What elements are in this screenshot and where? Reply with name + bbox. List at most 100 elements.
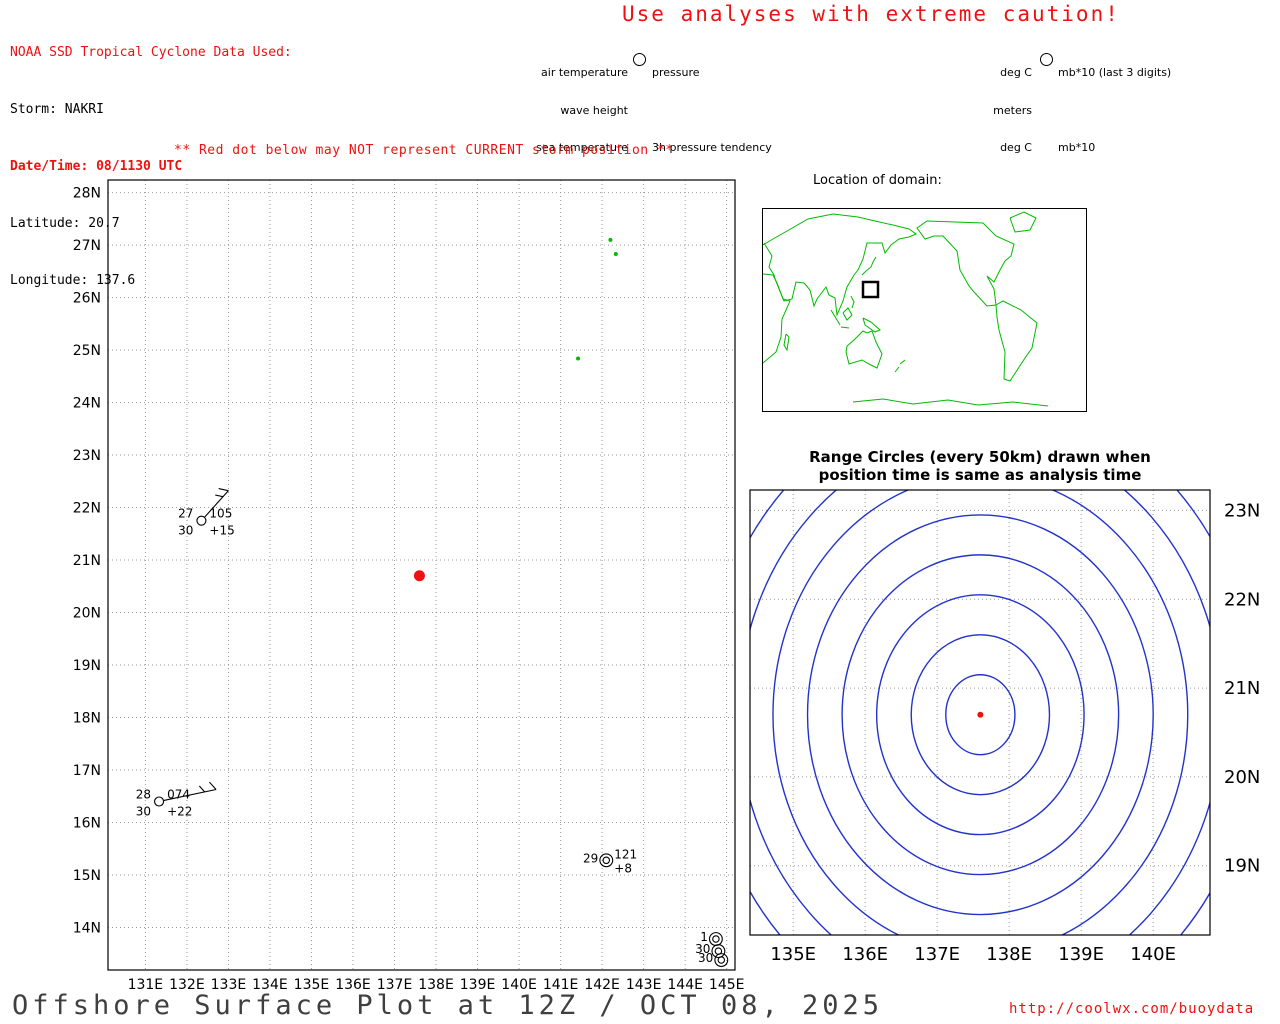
y-tick-label: 15N <box>73 868 101 884</box>
station-value: 30 <box>136 805 151 819</box>
station-value: 30 <box>695 942 710 956</box>
coastline-australia <box>845 330 883 369</box>
station-value: 29 <box>583 851 598 865</box>
range-plot-title-line1: Range Circles (every 50km) drawn when <box>809 448 1151 466</box>
y-tick-label: 22N <box>73 501 101 517</box>
station-value: 121 <box>614 847 637 861</box>
unit-mb10: mb*10 <box>1058 141 1096 154</box>
wind-barb-tick <box>198 785 206 793</box>
x-tick-label: 137E <box>377 977 413 993</box>
wind-barb-shaft <box>204 490 229 518</box>
page-title: Offshore Surface Plot at 12Z / OCT 08, 2… <box>12 990 883 1021</box>
range-center-dot <box>977 711 984 718</box>
main-plot-frame <box>107 179 736 971</box>
island-dot <box>613 252 618 257</box>
station-circle <box>154 796 165 807</box>
range-circle <box>772 490 1189 935</box>
station-value: +15 <box>209 524 234 538</box>
y-tick-label: 16N <box>73 815 101 831</box>
station-legend-units-left: deg C meters deg C <box>880 42 1032 180</box>
x-tick-label: 142E <box>584 977 620 993</box>
station-model-circle-icon <box>1040 53 1053 66</box>
range-plot-frame <box>749 489 1211 936</box>
range-circle <box>841 554 1120 876</box>
x-tick-label: 144E <box>667 977 703 993</box>
range-plot-svg: 135E 136E 137E 138E 139E 140E 23N 22N 21N 20N 19N <box>749 489 1260 965</box>
y-tick-label: 20N <box>1224 767 1260 788</box>
x-tick-label: 133E <box>211 977 247 993</box>
x-tick-label: 138E <box>418 977 454 993</box>
range-circle <box>910 634 1051 796</box>
coastline-new-zealand <box>899 359 906 365</box>
latitude-line: Latitude: 20.7 <box>10 216 120 231</box>
x-tick-label: 139E <box>1058 944 1104 965</box>
coastline-south-america <box>995 300 1038 382</box>
x-tick-label: 132E <box>169 977 205 993</box>
y-tick-label: 26N <box>73 291 101 307</box>
island-dot <box>608 237 613 242</box>
station-value: 30 <box>698 951 713 965</box>
domain-map-svg <box>762 211 1049 407</box>
range-circle <box>875 594 1085 836</box>
station-circle <box>712 935 720 943</box>
domain-marker-rectangle <box>861 280 880 299</box>
calm-outer-circle <box>599 853 614 868</box>
x-tick-label: 137E <box>914 944 960 965</box>
storm-position-warning: ** Red dot below may NOT represent CURRE… <box>174 143 674 158</box>
domain-map-title: Location of domain: <box>813 173 942 188</box>
station-observation: 29 121+8 <box>583 847 637 875</box>
station-value: 1 <box>700 930 708 944</box>
x-tick-label: 145E <box>709 977 745 993</box>
source-url-link[interactable]: http://coolwx.com/buoydata <box>1009 1001 1255 1017</box>
coastline-antarctica <box>852 398 1049 407</box>
coastline-new-zealand <box>894 366 900 373</box>
legend-pressure: pressure <box>652 66 700 79</box>
x-tick-label: 136E <box>335 977 371 993</box>
station-circle <box>602 856 611 865</box>
y-tick-label: 22N <box>1224 589 1260 610</box>
longitude-line: Longitude: 137.6 <box>10 273 136 288</box>
y-tick-label: 18N <box>73 711 101 727</box>
legend-sea-temperature: sea temperature <box>536 141 628 154</box>
legend-air-temperature: air temperature <box>541 66 628 79</box>
station-value: 28 <box>136 788 151 802</box>
y-tick-label: 19N <box>1224 856 1260 877</box>
station-observation: 27 105 30 +15 <box>178 488 235 538</box>
noaa-data-line: NOAA SSD Tropical Cyclone Data Used: <box>10 45 292 60</box>
y-tick-label: 23N <box>73 448 101 464</box>
coastline-north-america <box>916 220 1015 307</box>
y-tick-label: 27N <box>73 238 101 254</box>
calm-outer-circle <box>714 953 729 967</box>
x-tick-label: 143E <box>626 977 662 993</box>
storm-position-dot <box>413 570 425 582</box>
wind-barb-tick <box>208 781 217 790</box>
unit-deg-c-sea: deg C <box>1000 141 1032 154</box>
y-tick-label: 24N <box>73 396 101 412</box>
y-tick-label: 20N <box>73 606 101 622</box>
station-value: 074 <box>167 788 190 802</box>
station-circle <box>196 515 207 526</box>
station-value: 30 <box>178 524 193 538</box>
y-tick-label: 19N <box>73 658 101 674</box>
range-circle <box>806 514 1154 916</box>
coastline-madagascar <box>783 333 790 352</box>
legend-wave-height: wave height <box>560 103 628 117</box>
coastline-new-guinea <box>862 317 881 333</box>
x-tick-label: 131E <box>128 977 164 993</box>
x-tick-label: 136E <box>842 944 888 965</box>
range-circle <box>945 674 1016 756</box>
wind-barb-tick <box>218 488 229 492</box>
unit-mb10-last3: mb*10 (last 3 digits) <box>1058 66 1172 79</box>
range-circles-group <box>750 490 1210 935</box>
x-tick-label: 135E <box>294 977 330 993</box>
x-tick-label: 138E <box>986 944 1032 965</box>
coastline-greenland <box>1009 211 1037 233</box>
y-tick-label: 21N <box>1224 678 1260 699</box>
island-dot <box>576 356 581 361</box>
storm-info-header: NOAA SSD Tropical Cyclone Data Used: Sto… <box>10 5 292 328</box>
range-plot-title-line2: position time is same as analysis time <box>818 466 1142 484</box>
station-legend-units-right: mb*10 (last 3 digits) mb*10 <box>1058 42 1171 180</box>
y-tick-label: 23N <box>1224 500 1260 521</box>
wind-barb-tick <box>215 494 224 498</box>
